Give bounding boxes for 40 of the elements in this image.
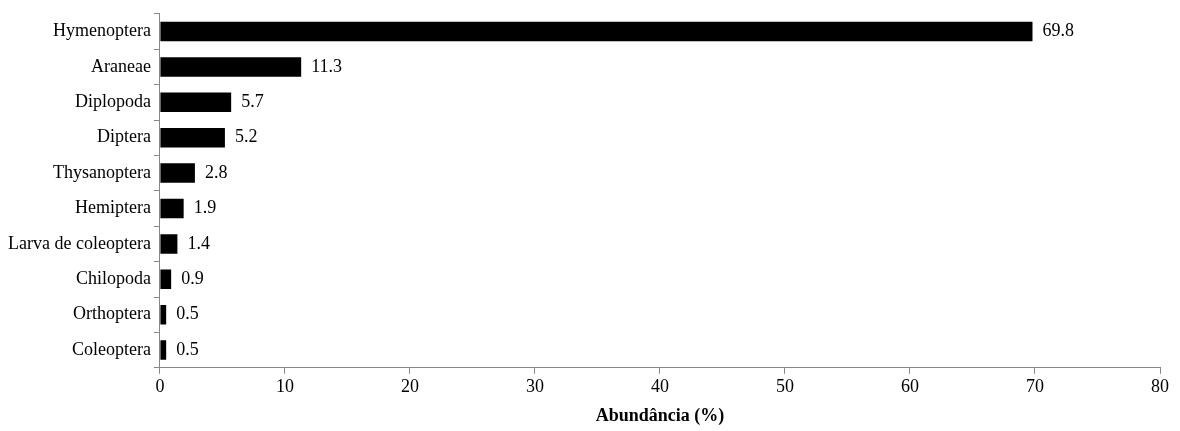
bar	[160, 198, 184, 219]
bar	[160, 127, 225, 148]
bar	[160, 163, 195, 183]
data-label: 11.3	[311, 55, 343, 76]
y-tick-label: Thysanoptera	[52, 161, 151, 182]
y-tick-label: Araneae	[90, 55, 151, 76]
data-label: 0.5	[176, 338, 199, 359]
bar	[160, 340, 167, 360]
data-label: 5.7	[241, 91, 264, 112]
x-tick-label: 50	[775, 376, 794, 397]
data-label: 1.4	[187, 232, 210, 253]
x-tick-label: 0	[155, 376, 165, 397]
y-tick-label: Larva de coleoptera	[7, 232, 151, 253]
bar	[160, 21, 1033, 42]
y-tick-label: Diplopoda	[74, 91, 151, 112]
data-label: 0.5	[176, 303, 199, 324]
y-tick-label: Hemiptera	[74, 197, 151, 218]
bar	[160, 269, 172, 290]
x-tick-label: 30	[525, 376, 544, 397]
x-axis-title: Abundância (%)	[595, 404, 725, 426]
data-label: 2.8	[204, 161, 228, 182]
data-label: 69.8	[1042, 20, 1074, 41]
x-tick-label: 70	[1025, 376, 1044, 397]
y-tick-label: Orthoptera	[72, 303, 151, 324]
y-tick-label: Diptera	[96, 126, 151, 147]
data-label: 0.9	[181, 268, 204, 289]
x-tick-label: 80	[1151, 376, 1169, 397]
y-tick-label: Coleoptera	[71, 338, 151, 359]
y-tick-label: Chilopoda	[75, 268, 151, 289]
x-tick-label: 60	[900, 376, 919, 397]
bar	[160, 234, 178, 254]
data-label: 1.9	[193, 197, 217, 218]
x-tick-label: 40	[650, 376, 669, 397]
x-tick-label: 10	[275, 376, 294, 397]
bar	[160, 92, 232, 113]
y-tick-label: Hymenoptera	[52, 20, 151, 41]
data-label: 5.2	[234, 126, 258, 147]
bar	[160, 304, 167, 325]
bar	[160, 57, 302, 77]
x-tick-label: 20	[400, 376, 419, 397]
